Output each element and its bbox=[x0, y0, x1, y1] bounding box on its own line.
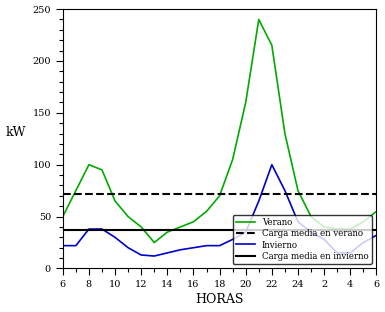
Invierno bbox=[204, 244, 209, 247]
Verano bbox=[361, 220, 366, 224]
Invierno bbox=[348, 251, 353, 255]
Verano bbox=[243, 100, 248, 104]
Verano bbox=[348, 227, 353, 231]
Invierno bbox=[270, 163, 274, 167]
Verano bbox=[217, 194, 222, 198]
Verano bbox=[87, 163, 91, 167]
Invierno bbox=[335, 251, 340, 255]
Invierno bbox=[139, 253, 144, 257]
Verano bbox=[270, 43, 274, 47]
Invierno bbox=[100, 227, 104, 231]
Verano bbox=[335, 227, 340, 231]
Verano bbox=[100, 168, 104, 172]
Invierno bbox=[165, 251, 170, 255]
Invierno bbox=[152, 254, 157, 258]
Verano bbox=[60, 215, 65, 218]
Invierno bbox=[322, 237, 326, 241]
Invierno bbox=[191, 246, 196, 250]
Verano bbox=[283, 132, 287, 135]
Invierno bbox=[87, 227, 91, 231]
Verano bbox=[152, 241, 157, 244]
Invierno bbox=[178, 248, 183, 252]
Invierno bbox=[283, 189, 287, 193]
X-axis label: HORAS: HORAS bbox=[196, 294, 244, 306]
Invierno bbox=[217, 244, 222, 247]
Invierno bbox=[230, 237, 235, 241]
Invierno bbox=[309, 230, 313, 234]
Verano bbox=[230, 158, 235, 161]
Verano bbox=[178, 225, 183, 229]
Verano bbox=[204, 210, 209, 213]
Invierno bbox=[126, 246, 131, 250]
Invierno bbox=[113, 236, 117, 239]
Verano bbox=[165, 230, 170, 234]
Invierno bbox=[296, 220, 300, 224]
Verano bbox=[139, 225, 144, 229]
Invierno bbox=[74, 244, 78, 247]
Invierno bbox=[60, 244, 65, 247]
Invierno bbox=[374, 233, 379, 237]
Y-axis label: kW: kW bbox=[5, 126, 26, 139]
Verano bbox=[322, 225, 326, 229]
Verano bbox=[113, 199, 117, 203]
Line: Invierno: Invierno bbox=[63, 165, 377, 256]
Verano bbox=[256, 17, 261, 21]
Invierno bbox=[361, 241, 366, 244]
Verano bbox=[191, 220, 196, 224]
Verano bbox=[126, 215, 131, 218]
Line: Verano: Verano bbox=[63, 19, 377, 242]
Invierno bbox=[256, 199, 261, 203]
Verano bbox=[296, 189, 300, 193]
Verano bbox=[74, 189, 78, 193]
Verano bbox=[374, 210, 379, 213]
Invierno bbox=[243, 230, 248, 234]
Verano bbox=[309, 215, 313, 218]
Legend: Verano, Carga media en verano, Invierno, Carga media en invierno: Verano, Carga media en verano, Invierno,… bbox=[233, 215, 372, 264]
